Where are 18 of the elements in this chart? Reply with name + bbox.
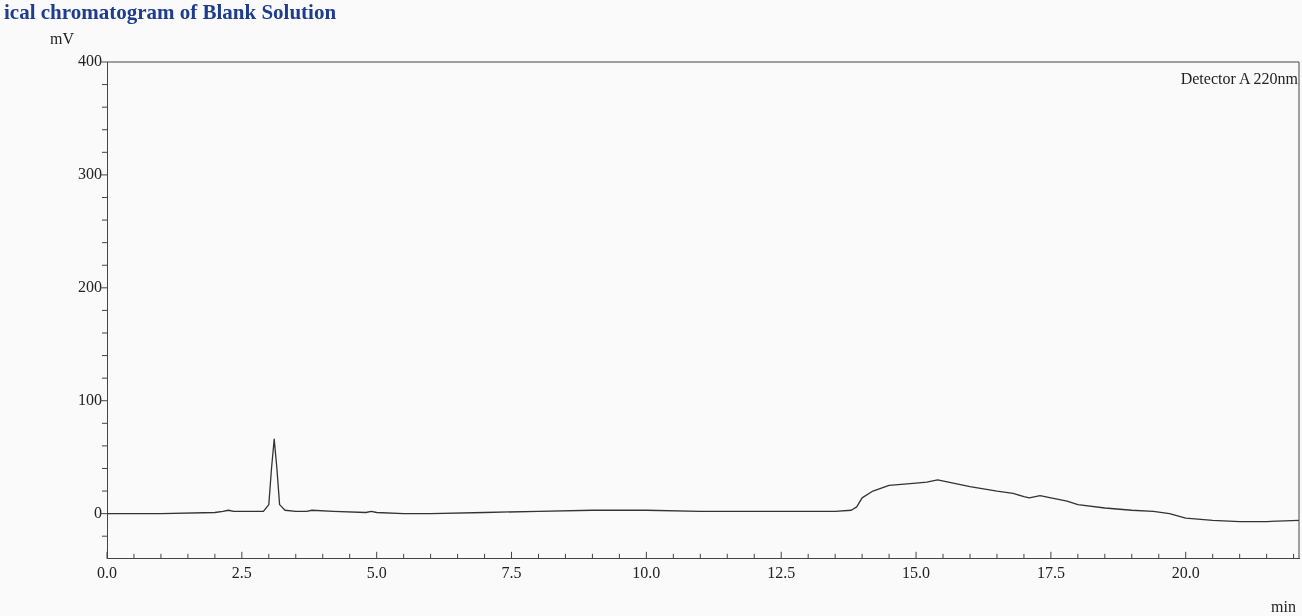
x-tick-label: 15.0 — [902, 563, 931, 581]
y-axis-title: mV — [50, 30, 74, 48]
x-axis-title: min — [1271, 598, 1296, 616]
x-tick-label: 5.0 — [366, 563, 387, 581]
y-tick-label: 300 — [78, 165, 102, 183]
y-tick-label: 0 — [94, 503, 102, 521]
x-tick-label: 2.5 — [231, 563, 252, 581]
x-tick-label: 17.5 — [1036, 563, 1065, 581]
x-tick-label: 10.0 — [632, 563, 661, 581]
x-tick-label: 7.5 — [501, 563, 522, 581]
chart-title: ical chromatogram of Blank Solution — [4, 0, 337, 24]
y-tick-label: 100 — [78, 390, 102, 408]
x-tick-label: 20.0 — [1171, 563, 1200, 581]
annotation: Detector A 220nm — [1180, 70, 1298, 88]
x-tick-label: 0.0 — [97, 563, 117, 581]
x-tick-label: 12.5 — [767, 563, 796, 581]
y-tick-label: 400 — [78, 52, 102, 70]
y-tick-label: 200 — [78, 278, 102, 296]
